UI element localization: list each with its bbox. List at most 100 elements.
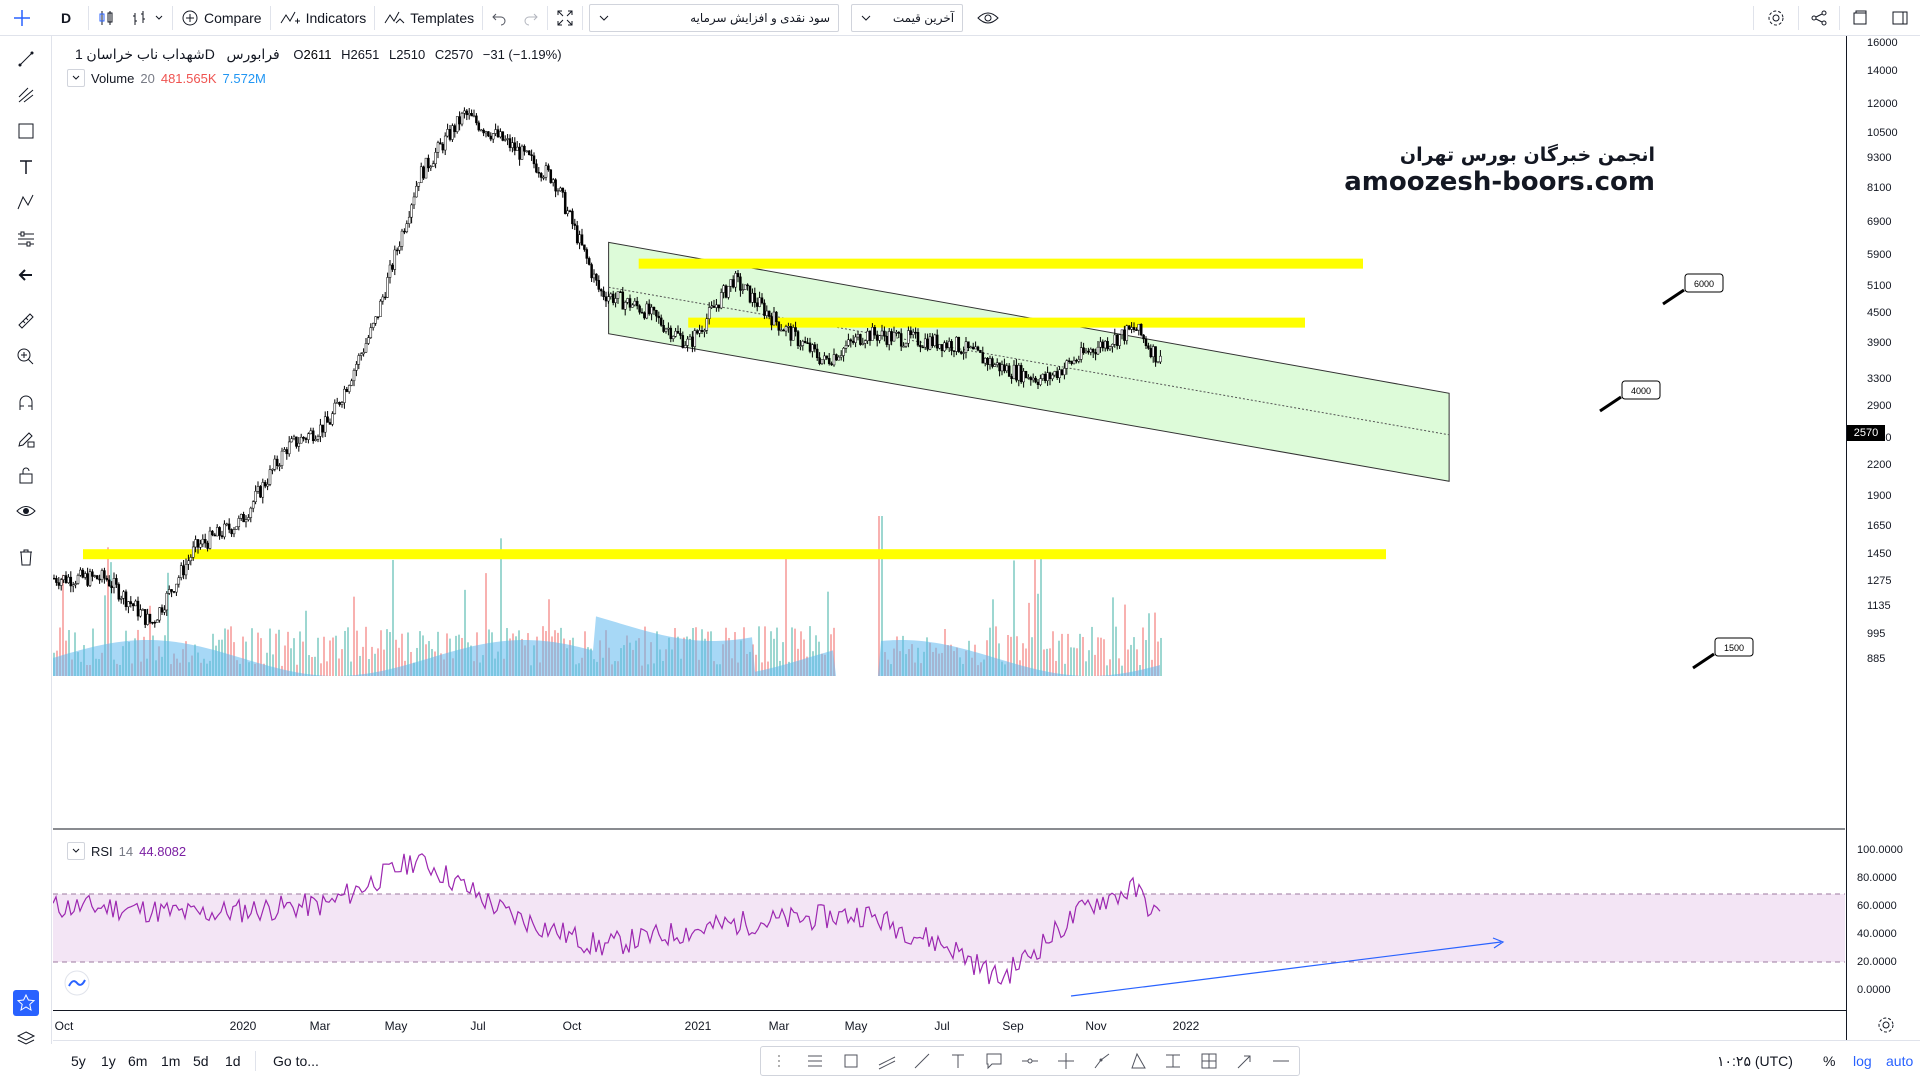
candle-body — [667, 327, 670, 330]
text-tool[interactable] — [13, 154, 39, 180]
range-6m[interactable]: 6m — [128, 1053, 148, 1069]
candle — [1096, 340, 1100, 356]
fullscreen-button[interactable] — [548, 0, 582, 36]
share-button[interactable] — [1799, 0, 1839, 36]
candle — [287, 436, 291, 457]
crosshair-tool-button[interactable] — [0, 0, 44, 36]
trendline-tool[interactable] — [13, 46, 39, 72]
candle-body — [136, 600, 140, 617]
price-label: 3900 — [1867, 337, 1892, 350]
auto-toggle[interactable]: auto — [1886, 1053, 1914, 1069]
draw-cross-tool[interactable] — [1054, 1049, 1078, 1073]
rsi-scale-label: 80.0000 — [1857, 872, 1897, 884]
chart-type-button[interactable] — [89, 0, 123, 36]
volume-bar — [1073, 647, 1075, 676]
price-type-select[interactable]: آخرین قیمت — [851, 3, 964, 32]
candle-body — [424, 157, 428, 179]
range-1y[interactable]: 1y — [101, 1053, 116, 1069]
cloud-logo-icon — [68, 979, 86, 987]
draw-callout-tool[interactable] — [982, 1049, 1006, 1073]
back-tool[interactable] — [13, 262, 39, 288]
candle — [1123, 325, 1126, 345]
collapse-rsi-button[interactable] — [67, 842, 85, 860]
candle — [597, 275, 601, 293]
compare-button[interactable]: Compare — [173, 0, 270, 36]
candle-body — [993, 364, 997, 367]
range-5d[interactable]: 5d — [193, 1053, 209, 1069]
draw-ruler-tool[interactable] — [1161, 1049, 1185, 1073]
indicators-button[interactable]: Indicators — [271, 0, 375, 36]
candle — [326, 411, 329, 423]
candle-body — [919, 344, 922, 348]
draw-triangle-tool[interactable] — [1126, 1049, 1150, 1073]
prediction-tool[interactable] — [13, 226, 39, 252]
price-scale[interactable]: 16000 14000 12000 10500 9300 8100 6900 5900 5100… — [1846, 36, 1920, 1040]
candle-body — [945, 342, 949, 348]
draw-rectangle-tool[interactable] — [839, 1049, 863, 1073]
templates-button[interactable]: Templates — [375, 0, 482, 36]
candle — [842, 346, 845, 362]
candle-body — [405, 223, 409, 232]
snapshot-button[interactable] — [1840, 0, 1880, 36]
goto-button[interactable]: Go to... — [273, 1053, 319, 1069]
measure-tool[interactable] — [13, 308, 39, 334]
candle — [676, 325, 680, 334]
log-toggle[interactable]: log — [1853, 1053, 1872, 1069]
symbol-select[interactable]: سود نقدی و افزایش سرمایه — [589, 3, 840, 32]
remove-drawings-tool[interactable] — [13, 544, 39, 570]
panel-button[interactable] — [1880, 0, 1920, 36]
drag-handle[interactable] — [767, 1049, 791, 1073]
magnet-tool[interactable] — [13, 390, 39, 416]
settings-button[interactable] — [1754, 0, 1798, 36]
candle-body — [311, 430, 315, 442]
range-1m[interactable]: 1m — [161, 1053, 181, 1069]
indicators-icon — [280, 11, 300, 23]
interval-button[interactable]: D — [60, 9, 72, 26]
gear-icon[interactable] — [1876, 1015, 1896, 1035]
chart-pane[interactable]: 6000 4000 1500 شهداب ناب خراسان 1D فرابو… — [52, 36, 1845, 1040]
candle — [196, 539, 200, 554]
draw-text-tool[interactable] — [946, 1049, 970, 1073]
draw-hray-tool[interactable] — [1018, 1049, 1042, 1073]
candle-body — [1017, 365, 1021, 381]
volume-bar — [389, 632, 391, 676]
time-axis[interactable]: Oct 2020 Mar May Jul Oct 2021 Mar May Jul Sep Nov 20… — [53, 1010, 1894, 1038]
clock[interactable]: ۱۰:۲۵ (UTC) — [1717, 1053, 1793, 1069]
percent-toggle[interactable]: % — [1823, 1053, 1836, 1069]
range-1d[interactable]: 1d — [225, 1053, 241, 1069]
shape-tool[interactable] — [13, 118, 39, 144]
draw-trendline-tool[interactable] — [910, 1049, 934, 1073]
volume-bar — [764, 626, 766, 676]
undo-button[interactable] — [483, 0, 515, 36]
draw-channel-tool[interactable] — [875, 1049, 899, 1073]
rsi-scale-label: 0.0000 — [1857, 984, 1891, 996]
draw-path-tool[interactable] — [1090, 1049, 1114, 1073]
hide-drawings-tool[interactable] — [13, 498, 39, 524]
candle — [609, 292, 613, 300]
visibility-button[interactable] — [969, 0, 1007, 36]
symbol-name[interactable]: شهداب ناب خراسان — [86, 46, 205, 62]
candle — [928, 333, 932, 351]
pattern-tool[interactable] — [13, 190, 39, 216]
zoom-tool[interactable] — [13, 344, 39, 370]
fib-tool[interactable] — [13, 82, 39, 108]
lock-drawing-tool[interactable] — [13, 426, 39, 452]
redo-button[interactable] — [515, 0, 547, 36]
candle — [415, 180, 418, 198]
draw-arrow-tool[interactable] — [1233, 1049, 1257, 1073]
bar-style-button[interactable] — [123, 0, 172, 36]
range-5y[interactable]: 5y — [71, 1053, 86, 1069]
object-tree-button[interactable] — [13, 1026, 39, 1052]
watermark-persian: انجمن خبرگان بورس تهران — [1399, 144, 1655, 166]
candle-body — [1058, 369, 1061, 378]
candle-body — [335, 402, 339, 404]
candle — [655, 309, 658, 322]
watchlist-star-button[interactable] — [13, 990, 39, 1016]
candle — [580, 228, 584, 247]
collapse-volume-button[interactable] — [67, 69, 85, 87]
draw-hlines-tool[interactable] — [803, 1049, 827, 1073]
price-chart[interactable]: 6000 4000 1500 — [52, 36, 1845, 1040]
draw-grid-tool[interactable] — [1197, 1049, 1221, 1073]
lock-all-tool[interactable] — [13, 462, 39, 488]
draw-hline-tool[interactable] — [1269, 1049, 1293, 1073]
